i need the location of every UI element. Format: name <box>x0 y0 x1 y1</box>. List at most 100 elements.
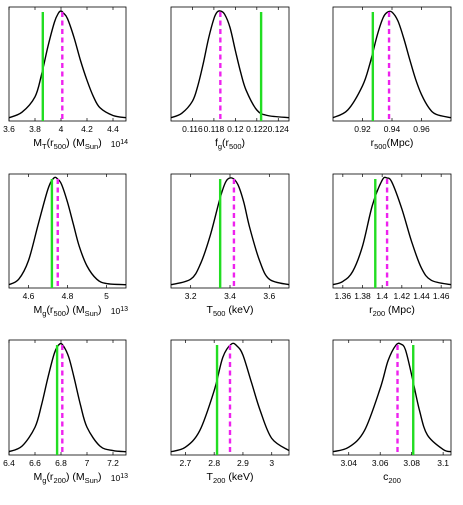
x-axis-label-part: ) (M <box>66 471 85 483</box>
axes-frame <box>8 339 127 456</box>
posterior-curve <box>8 10 127 119</box>
panel-1: 3.6 3.8 4 4.2 4.4 MT(r500) (MSun) 1014 <box>3 6 128 151</box>
x-tick-label: 1.44 <box>413 291 430 301</box>
x-tick-label: 7 <box>85 458 90 468</box>
panel-3: 0.92 0.94 0.96 r500(Mpc) <box>332 6 452 151</box>
x-tick-label: 1.38 <box>354 291 371 301</box>
x-axis-label-part: (r <box>47 137 54 149</box>
x-tick-label: 0.124 <box>268 124 290 134</box>
x-tick-label: 4.8 <box>62 291 74 301</box>
x-axis-label-part: (r <box>222 137 229 149</box>
x-tick-label: 3.4 <box>224 291 236 301</box>
x-tick-label: 4 <box>59 124 64 134</box>
x-axis-label: fg(r500) <box>215 137 245 151</box>
x-tick-label: 1.36 <box>335 291 352 301</box>
x-tick-label: 4.4 <box>107 124 119 134</box>
axis-multiplier: 1013 <box>111 306 128 316</box>
x-axis-label-part: g <box>42 309 46 318</box>
x-axis-label-part: (keV) <box>225 471 253 483</box>
x-axis-label-part: Sun <box>85 142 98 151</box>
axis-multiplier: 1013 <box>111 473 128 483</box>
axes-frame <box>170 339 290 456</box>
x-axis-label-part: 500 <box>53 309 66 318</box>
x-axis-label-part: 200 <box>388 476 401 485</box>
axes-frame <box>8 173 127 289</box>
x-tick-label: 3.04 <box>340 458 357 468</box>
axes-frame <box>332 6 452 122</box>
x-axis-label-part: M <box>33 137 42 149</box>
x-axis-label-part: 200 <box>373 309 386 318</box>
x-tick-label: 1.4 <box>376 291 388 301</box>
x-axis-label-part: g <box>42 476 46 485</box>
x-axis-label-part: ) <box>98 304 102 316</box>
x-tick-label: 0.12 <box>227 124 244 134</box>
axis-multiplier-base: 10 <box>111 473 121 483</box>
axes-frame <box>170 6 290 122</box>
x-axis-label-part: (keV) <box>225 304 253 316</box>
x-tick-label: 3.1 <box>437 458 449 468</box>
panel-7: 6.4 6.6 6.8 7 7.2 Mg(r200) (MSun) 1013 <box>3 339 128 485</box>
x-tick-label: 2.7 <box>179 458 191 468</box>
x-tick-label: 7.2 <box>107 458 119 468</box>
axis-multiplier-exponent: 13 <box>120 306 128 313</box>
x-axis-label-part: c <box>383 471 388 483</box>
x-tick-label: 0.94 <box>384 124 401 134</box>
x-tick-label: 0.118 <box>204 124 225 134</box>
x-tick-label: 3.06 <box>372 458 389 468</box>
panel-9: 3.04 3.06 3.08 3.1 c200 <box>332 339 452 485</box>
panel-5: 3.2 3.4 3.6 T500 (keV) <box>170 173 290 318</box>
x-axis-label: T500 (keV) <box>207 304 254 318</box>
x-tick-label: 6.4 <box>3 458 15 468</box>
axes-frame <box>170 173 290 289</box>
x-axis-label-part: ) <box>98 137 102 149</box>
x-axis-label-part: 500 <box>54 142 67 151</box>
x-axis-label-part: Sun <box>85 309 98 318</box>
axes-frame <box>332 339 452 456</box>
x-axis-label: r500(Mpc) <box>371 137 414 151</box>
axis-multiplier: 1014 <box>111 139 128 149</box>
x-axis-label-part: T <box>207 471 214 483</box>
panel-6: 1.36 1.38 1.4 1.42 1.44 1.46 r200 (Mpc) <box>332 173 452 318</box>
x-tick-label: 3.6 <box>3 124 15 134</box>
x-tick-label: 0.116 <box>182 124 203 134</box>
posterior-curve <box>170 342 290 453</box>
x-tick-label: 2.9 <box>237 458 249 468</box>
axis-multiplier-exponent: 14 <box>120 139 128 146</box>
x-axis-label-part: ) <box>242 137 246 149</box>
x-axis-label-part: 200 <box>53 476 66 485</box>
x-axis-label-part: f <box>215 137 218 149</box>
axis-multiplier-base: 10 <box>111 139 121 149</box>
x-axis-label-part: ) <box>98 471 102 483</box>
x-axis-label-part: T <box>42 142 47 151</box>
x-tick-label: 0.96 <box>413 124 430 134</box>
x-tick-label: 4.6 <box>23 291 35 301</box>
x-axis-label: T200 (keV) <box>207 471 254 485</box>
x-axis-label-part: M <box>34 471 43 483</box>
x-tick-label: 3.08 <box>403 458 420 468</box>
x-axis-label-part: r <box>371 137 375 149</box>
x-tick-label: 0.92 <box>354 124 371 134</box>
x-axis-label-part: 500 <box>229 142 242 151</box>
x-axis-label-part: M <box>34 304 43 316</box>
posterior-curve <box>8 176 127 286</box>
x-axis-label-part: 200 <box>213 476 226 485</box>
x-tick-label: 6.8 <box>55 458 67 468</box>
x-tick-label: 1.46 <box>433 291 450 301</box>
x-tick-label: 4.2 <box>81 124 93 134</box>
posterior-curve <box>170 177 290 286</box>
x-axis-label-part: ) (M <box>66 304 85 316</box>
x-axis-label-part: T <box>207 304 214 316</box>
x-axis-label-part: g <box>218 142 222 151</box>
axis-multiplier-exponent: 13 <box>120 473 128 480</box>
posterior-curve <box>332 10 452 119</box>
x-tick-label: 6.6 <box>29 458 41 468</box>
axes-frame <box>8 6 127 122</box>
x-axis-label-part: (r <box>46 471 53 483</box>
axis-multiplier-base: 10 <box>111 306 121 316</box>
x-axis-label-part: ) (M <box>66 137 85 149</box>
x-tick-label: 3.8 <box>29 124 41 134</box>
x-axis-label-part: Sun <box>85 476 98 485</box>
x-axis-label-part: 500 <box>374 142 387 151</box>
x-axis-label-part: 500 <box>213 309 226 318</box>
